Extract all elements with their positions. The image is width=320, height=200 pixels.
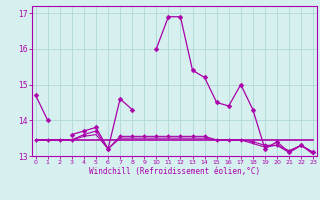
X-axis label: Windchill (Refroidissement éolien,°C): Windchill (Refroidissement éolien,°C) bbox=[89, 167, 260, 176]
